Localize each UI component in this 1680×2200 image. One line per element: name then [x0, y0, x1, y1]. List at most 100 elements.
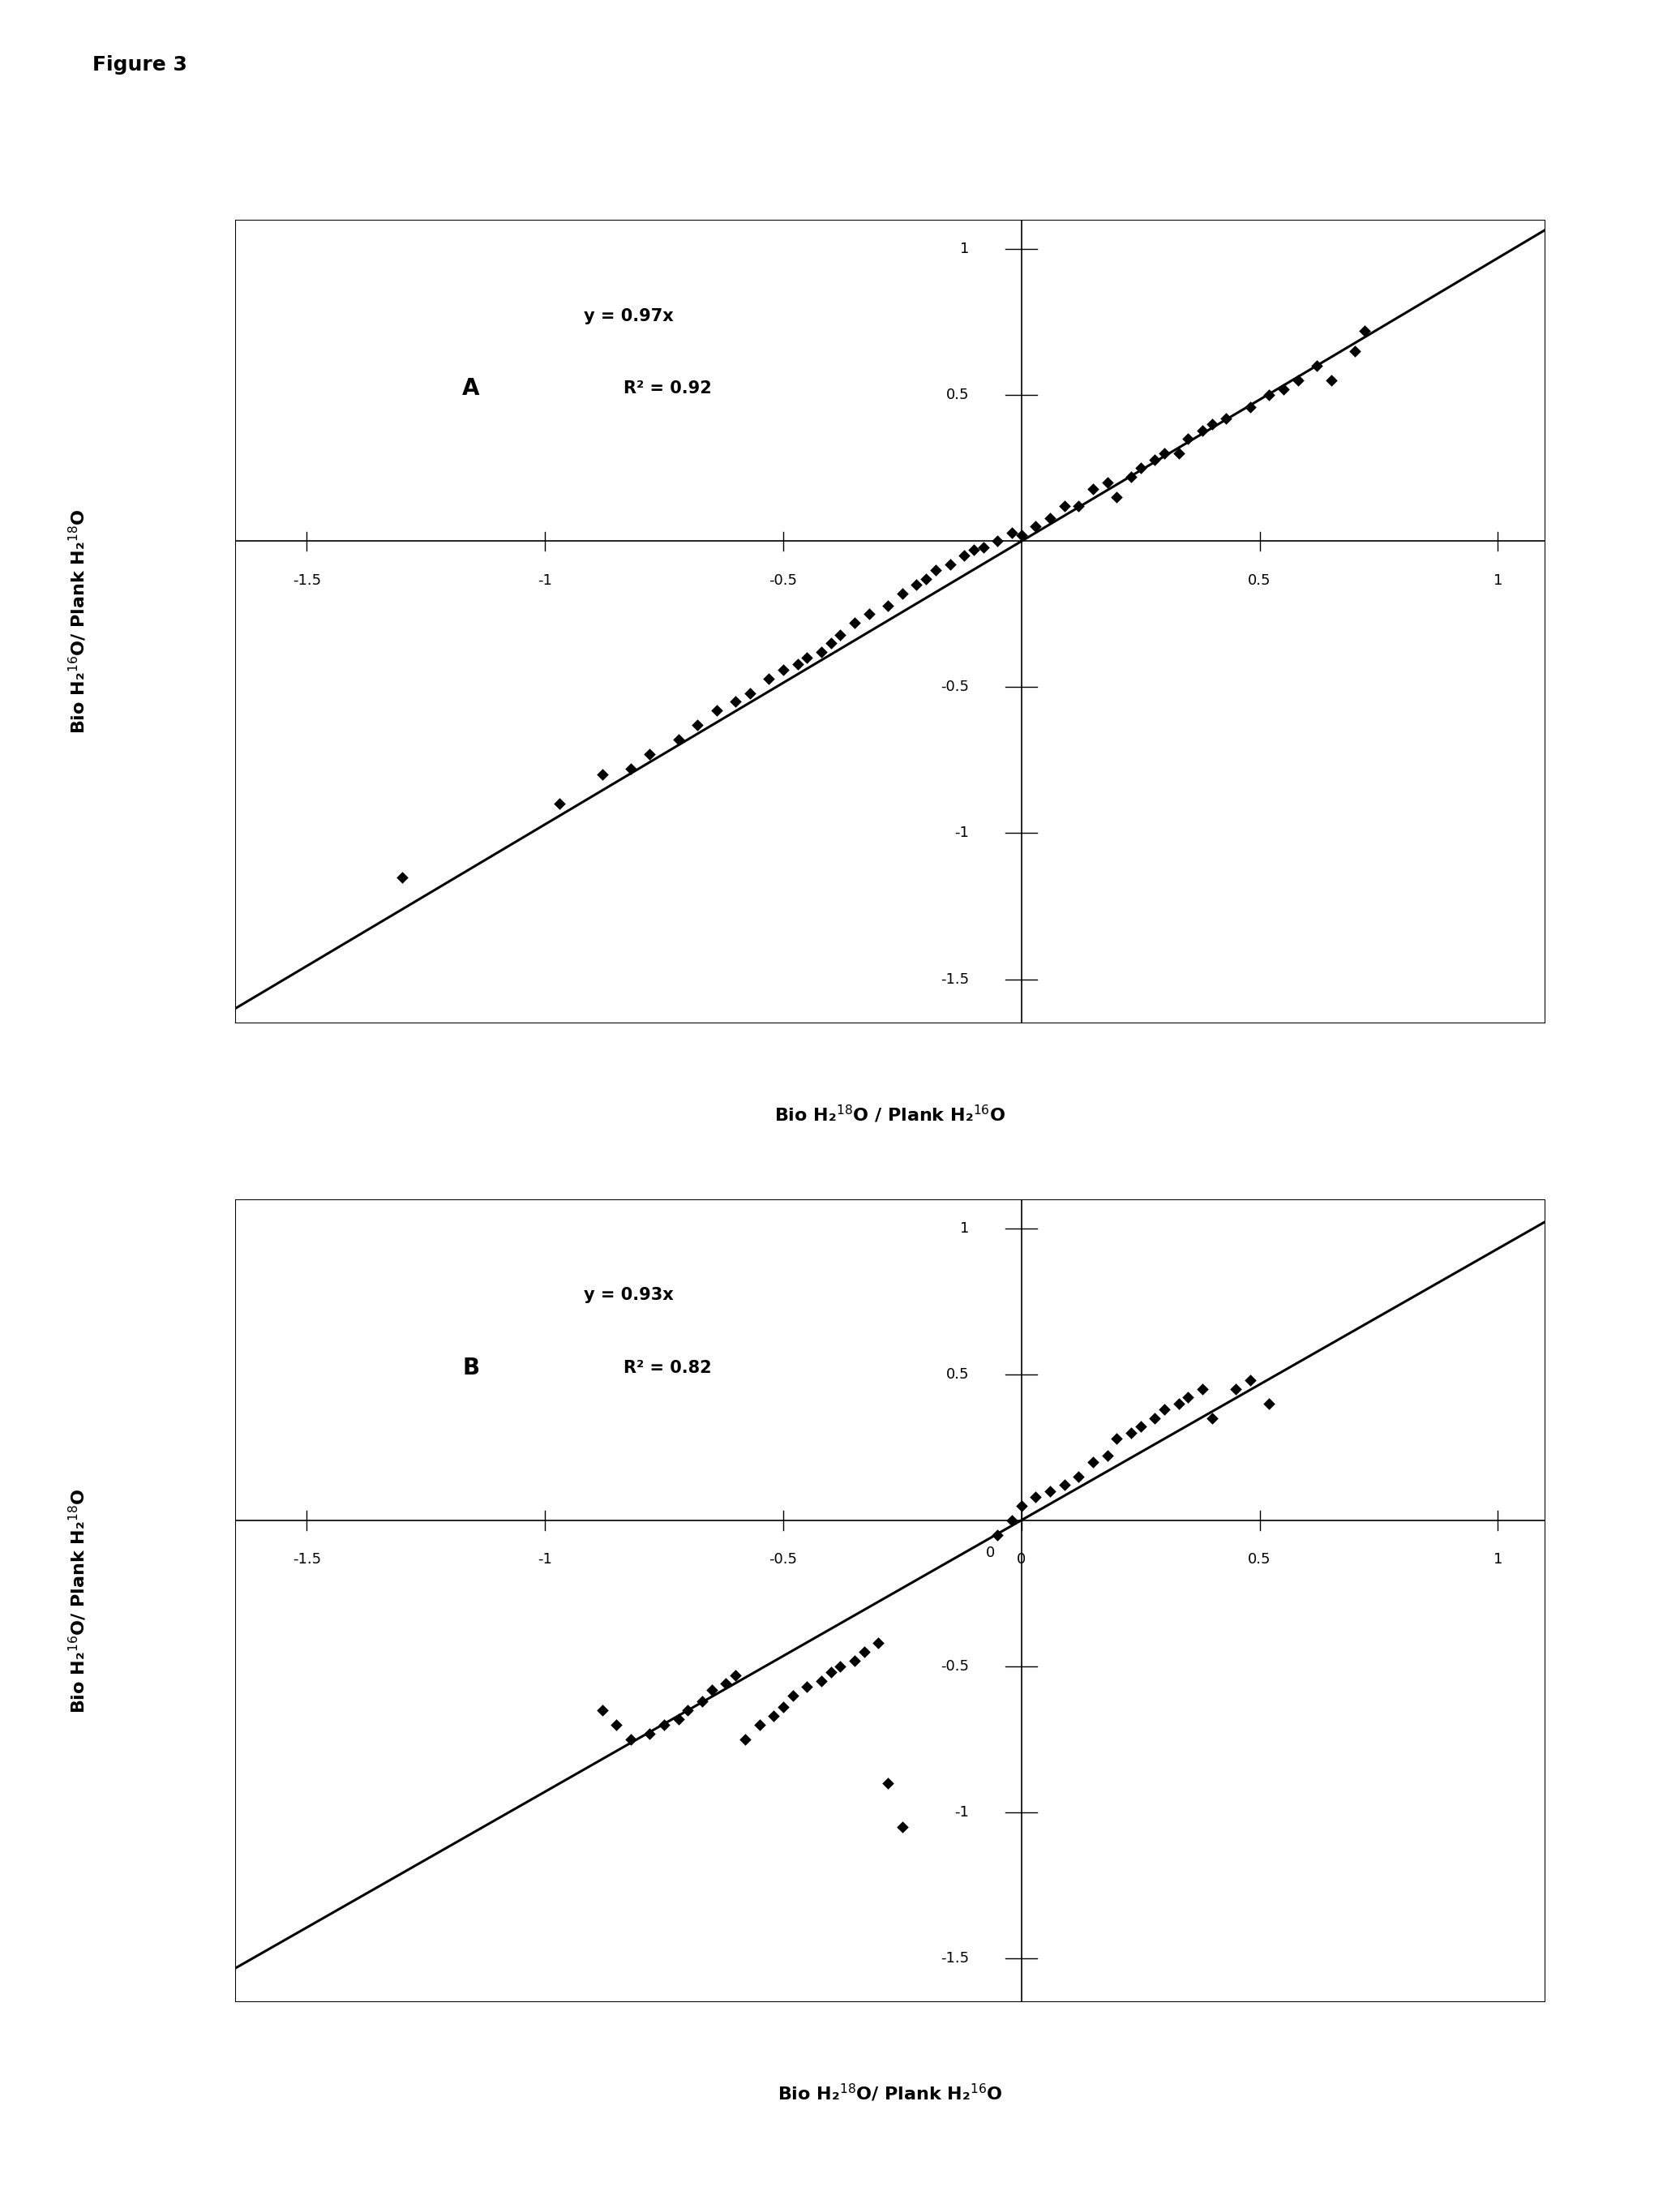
- Point: [1065, 1459, 1092, 1494]
- Point: [1037, 1474, 1063, 1509]
- Text: B: B: [462, 1355, 479, 1379]
- Point: [1052, 1467, 1079, 1503]
- Point: [1065, 488, 1092, 524]
- Point: [1141, 1401, 1168, 1437]
- Text: -0.5: -0.5: [769, 574, 798, 587]
- Point: [756, 660, 783, 695]
- Point: [827, 1648, 853, 1683]
- Text: 1: 1: [1494, 1553, 1502, 1566]
- Point: [875, 1764, 902, 1800]
- Text: 0.5: 0.5: [1248, 574, 1272, 587]
- Text: -0.5: -0.5: [941, 1659, 969, 1674]
- Point: [736, 675, 763, 711]
- Point: [1080, 471, 1107, 506]
- Point: [702, 693, 729, 728]
- Point: [998, 515, 1025, 550]
- Point: [1236, 389, 1263, 425]
- Point: [1023, 508, 1050, 543]
- Bar: [235, 220, 1546, 1023]
- Point: [951, 539, 978, 574]
- Point: [961, 532, 988, 568]
- Point: [793, 1670, 820, 1705]
- Point: [1255, 1386, 1282, 1421]
- Point: [546, 785, 573, 821]
- Point: [855, 596, 882, 631]
- Point: [1127, 1410, 1154, 1445]
- Point: [674, 1692, 701, 1727]
- Text: R² = 0.82: R² = 0.82: [623, 1360, 712, 1375]
- Point: [637, 737, 664, 772]
- Point: [1236, 1362, 1263, 1397]
- Point: [603, 1707, 630, 1742]
- Point: [1117, 460, 1144, 495]
- Point: [1255, 378, 1282, 414]
- Text: -1.5: -1.5: [292, 1553, 321, 1566]
- Text: -1: -1: [954, 825, 969, 840]
- Text: -1.5: -1.5: [941, 1951, 969, 1965]
- Point: [1270, 372, 1297, 407]
- Point: [650, 1707, 677, 1742]
- Text: 0.5: 0.5: [1248, 1553, 1272, 1566]
- Point: [1117, 1415, 1144, 1450]
- Text: -0.5: -0.5: [941, 680, 969, 695]
- Text: y = 0.97x: y = 0.97x: [583, 308, 674, 323]
- Text: 1: 1: [959, 1221, 969, 1236]
- Point: [1198, 1401, 1225, 1437]
- Point: [1174, 422, 1201, 458]
- Text: Figure 3: Figure 3: [92, 55, 186, 75]
- Point: [637, 1716, 664, 1751]
- Point: [998, 1503, 1025, 1538]
- Bar: [235, 1199, 1546, 2002]
- Point: [722, 1657, 749, 1692]
- Text: 1: 1: [959, 242, 969, 257]
- Point: [588, 757, 615, 792]
- Point: [1351, 312, 1378, 348]
- Point: [1008, 1487, 1035, 1522]
- Point: [1174, 1379, 1201, 1415]
- Text: -1.5: -1.5: [941, 972, 969, 986]
- Point: [1023, 1478, 1050, 1514]
- Text: 0.5: 0.5: [946, 387, 969, 403]
- Point: [769, 651, 796, 686]
- Text: Bio H₂$^{16}$O/ Plank H₂$^{18}$O: Bio H₂$^{16}$O/ Plank H₂$^{18}$O: [67, 1487, 89, 1714]
- Point: [699, 1672, 726, 1707]
- Text: Bio H₂$^{16}$O/ Plank H₂$^{18}$O: Bio H₂$^{16}$O/ Plank H₂$^{18}$O: [67, 508, 89, 735]
- Point: [842, 605, 869, 640]
- Point: [1094, 464, 1121, 499]
- Point: [889, 576, 916, 612]
- Point: [1104, 480, 1131, 515]
- Point: [731, 1723, 758, 1758]
- Point: [665, 722, 692, 757]
- Point: [1141, 442, 1168, 477]
- Point: [842, 1643, 869, 1679]
- Point: [808, 1663, 835, 1698]
- Point: [689, 1683, 716, 1718]
- Point: [1317, 363, 1344, 398]
- Point: [912, 561, 939, 596]
- Point: [936, 548, 963, 583]
- Point: [818, 1654, 845, 1690]
- Point: [1052, 488, 1079, 524]
- Text: -1.5: -1.5: [292, 574, 321, 587]
- Point: [712, 1665, 739, 1701]
- Text: 0: 0: [1016, 1553, 1026, 1566]
- Point: [984, 524, 1011, 559]
- Text: Bio H₂$^{18}$O/ Plank H₂$^{16}$O: Bio H₂$^{18}$O/ Plank H₂$^{16}$O: [778, 2081, 1003, 2103]
- Point: [780, 1679, 806, 1714]
- Point: [1151, 436, 1178, 471]
- Point: [1342, 334, 1369, 370]
- Point: [746, 1707, 773, 1742]
- Text: -0.5: -0.5: [769, 1553, 798, 1566]
- Point: [827, 616, 853, 651]
- Text: 1: 1: [1494, 574, 1502, 587]
- Point: [1166, 436, 1193, 471]
- Point: [769, 1690, 796, 1725]
- Point: [850, 1635, 877, 1670]
- Text: 0.5: 0.5: [946, 1366, 969, 1382]
- Point: [969, 530, 996, 565]
- Point: [1223, 1371, 1250, 1406]
- Point: [818, 625, 845, 660]
- Point: [665, 1701, 692, 1736]
- Point: [1285, 363, 1312, 398]
- Point: [793, 640, 820, 675]
